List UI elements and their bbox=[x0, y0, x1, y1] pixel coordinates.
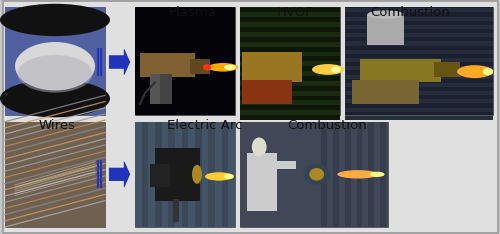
Ellipse shape bbox=[310, 168, 324, 181]
Ellipse shape bbox=[0, 4, 110, 36]
Text: Plasma: Plasma bbox=[168, 6, 216, 19]
Bar bbox=[240, 76, 340, 81]
Bar bbox=[242, 80, 292, 104]
Bar bbox=[202, 122, 208, 227]
Bar bbox=[5, 122, 105, 227]
Text: Combustion: Combustion bbox=[370, 6, 450, 19]
Bar bbox=[345, 74, 492, 79]
Bar bbox=[240, 37, 340, 42]
Bar bbox=[228, 122, 235, 227]
Text: Combustion: Combustion bbox=[288, 119, 368, 132]
Bar bbox=[345, 17, 492, 21]
Bar bbox=[345, 99, 492, 103]
Bar bbox=[344, 122, 350, 227]
Bar bbox=[150, 164, 170, 187]
Ellipse shape bbox=[205, 172, 233, 181]
Bar bbox=[150, 74, 162, 104]
Bar bbox=[345, 58, 492, 62]
Text: Wires: Wires bbox=[39, 119, 76, 132]
Bar bbox=[345, 50, 492, 54]
Bar bbox=[135, 122, 235, 227]
Bar bbox=[248, 153, 277, 211]
Ellipse shape bbox=[457, 65, 492, 78]
Bar bbox=[345, 33, 492, 37]
Bar bbox=[345, 7, 492, 115]
Ellipse shape bbox=[338, 170, 378, 179]
Bar bbox=[242, 52, 302, 82]
Bar bbox=[356, 122, 362, 227]
Bar bbox=[240, 115, 340, 120]
Bar bbox=[240, 27, 340, 32]
Bar bbox=[135, 122, 235, 227]
Bar bbox=[270, 161, 296, 169]
Ellipse shape bbox=[224, 65, 236, 70]
Text: Powders: Powders bbox=[30, 6, 86, 19]
Bar bbox=[360, 59, 441, 82]
Ellipse shape bbox=[0, 80, 110, 117]
Bar bbox=[240, 122, 388, 227]
Bar bbox=[345, 8, 492, 12]
Bar bbox=[135, 122, 141, 227]
Bar bbox=[240, 7, 340, 115]
Bar bbox=[135, 7, 235, 115]
Bar bbox=[367, 15, 404, 45]
Bar bbox=[240, 47, 340, 51]
Bar bbox=[215, 122, 222, 227]
Bar bbox=[321, 122, 327, 227]
Bar bbox=[240, 7, 340, 12]
Ellipse shape bbox=[304, 164, 330, 185]
Ellipse shape bbox=[252, 137, 266, 156]
Bar bbox=[240, 17, 340, 22]
Bar bbox=[345, 25, 492, 29]
Ellipse shape bbox=[224, 174, 234, 179]
Bar bbox=[345, 66, 492, 70]
Bar bbox=[352, 80, 419, 104]
Bar bbox=[190, 59, 210, 74]
Bar bbox=[240, 122, 388, 227]
Bar bbox=[240, 56, 340, 61]
Text: HVOF: HVOF bbox=[276, 6, 314, 19]
Bar bbox=[333, 122, 339, 227]
Ellipse shape bbox=[15, 42, 95, 90]
Bar bbox=[240, 105, 340, 110]
Bar bbox=[345, 7, 492, 115]
Bar bbox=[162, 122, 168, 227]
Bar bbox=[160, 74, 172, 104]
Bar bbox=[345, 116, 492, 120]
Text: Electric Arc: Electric Arc bbox=[167, 119, 243, 132]
Bar bbox=[345, 108, 492, 112]
Bar bbox=[434, 62, 460, 77]
Bar bbox=[135, 7, 235, 115]
Bar bbox=[240, 86, 340, 91]
Bar bbox=[140, 53, 195, 77]
Bar bbox=[175, 122, 182, 227]
Bar bbox=[345, 41, 492, 46]
Bar bbox=[240, 95, 340, 100]
Ellipse shape bbox=[203, 64, 211, 70]
Bar bbox=[148, 122, 155, 227]
Bar bbox=[5, 122, 105, 227]
Ellipse shape bbox=[370, 172, 384, 177]
Bar bbox=[155, 148, 200, 201]
Bar bbox=[173, 198, 179, 222]
Ellipse shape bbox=[483, 68, 493, 75]
Ellipse shape bbox=[208, 63, 238, 72]
Bar bbox=[345, 83, 492, 87]
Bar bbox=[5, 7, 105, 115]
Bar bbox=[5, 7, 105, 115]
Bar bbox=[240, 66, 340, 71]
Bar bbox=[368, 122, 374, 227]
Bar bbox=[240, 7, 340, 115]
Bar bbox=[380, 122, 386, 227]
Ellipse shape bbox=[18, 55, 92, 93]
Ellipse shape bbox=[367, 10, 404, 19]
Ellipse shape bbox=[192, 165, 202, 184]
Ellipse shape bbox=[331, 66, 341, 73]
Bar bbox=[242, 80, 277, 93]
Ellipse shape bbox=[312, 64, 344, 75]
Bar bbox=[188, 122, 195, 227]
Bar bbox=[345, 91, 492, 95]
